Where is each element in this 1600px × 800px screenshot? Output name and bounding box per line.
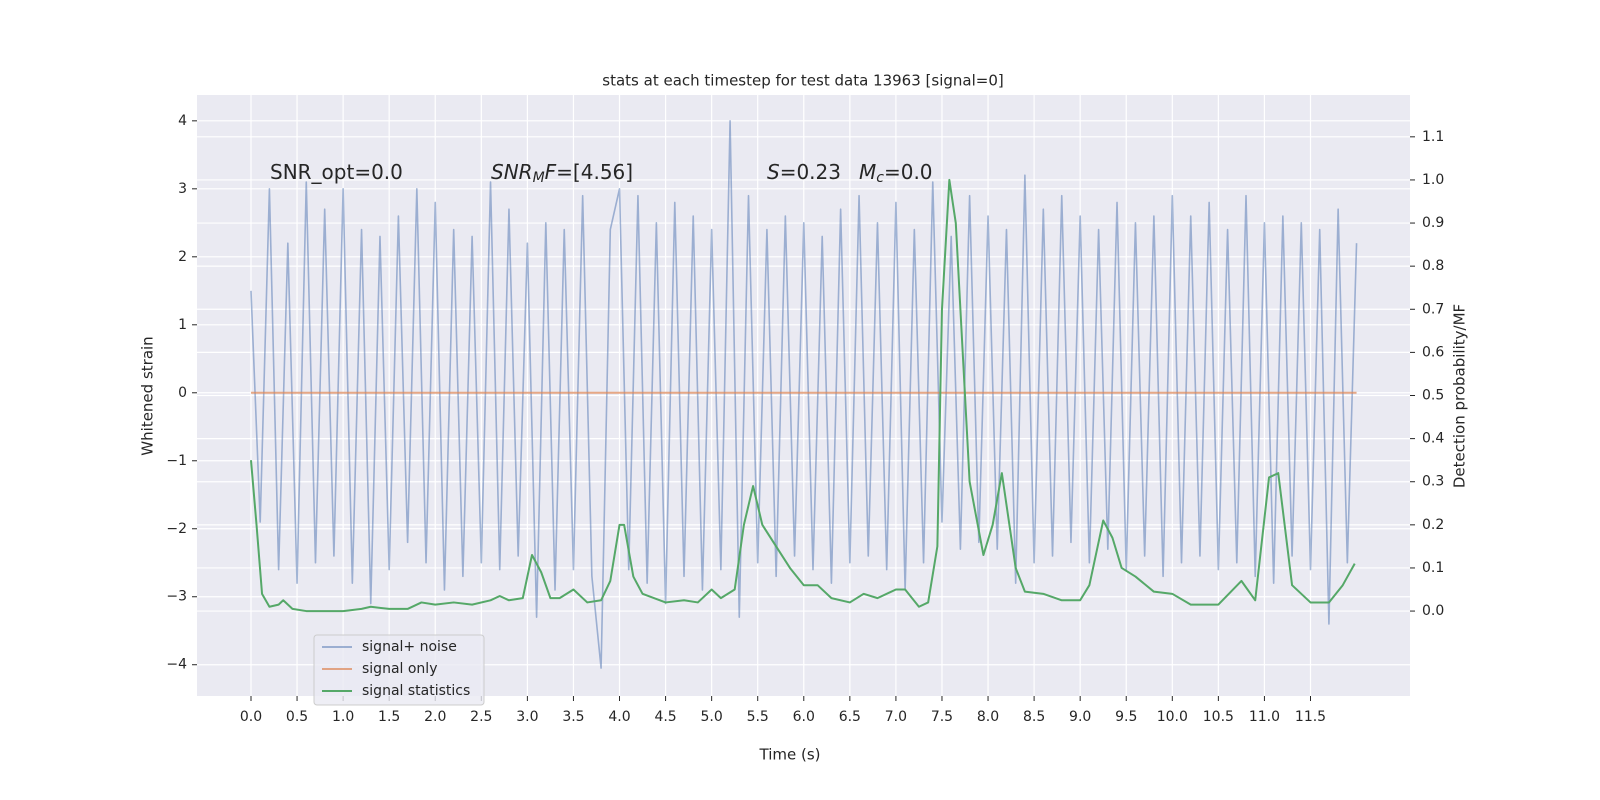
x-tick-label: 9.5 xyxy=(1115,709,1137,725)
y2-tick-label: 0.7 xyxy=(1422,301,1444,317)
y-axis-label: Whitened strain xyxy=(139,336,157,455)
annotation-part: M xyxy=(533,170,545,186)
y-tick-label: 2 xyxy=(178,249,187,265)
y2-tick-label: 0.0 xyxy=(1422,603,1444,619)
y-tick-label: 1 xyxy=(178,317,187,333)
y2-tick-label: 0.9 xyxy=(1422,215,1444,231)
y2-tick-label: 0.2 xyxy=(1422,517,1444,533)
annotation-part: F xyxy=(545,160,557,184)
x-tick-label: 11.5 xyxy=(1295,709,1326,725)
x-tick-label: 6.5 xyxy=(839,709,861,725)
annotation-part: =[4.56] xyxy=(556,160,633,184)
annotation-part: M xyxy=(859,160,876,184)
y-tick-label: 4 xyxy=(178,113,187,129)
y-tick-label: −3 xyxy=(166,589,187,605)
y2-tick-label: 0.4 xyxy=(1422,431,1444,447)
legend-label: signal statistics xyxy=(362,683,470,699)
x-tick-label: 3.5 xyxy=(562,709,584,725)
x-tick-label: 7.5 xyxy=(931,709,953,725)
annotation-part: c xyxy=(876,170,884,186)
y2-tick-label: 0.1 xyxy=(1422,560,1444,576)
y-tick-label: 3 xyxy=(178,181,187,197)
y-tick-label: 0 xyxy=(178,385,187,401)
x-tick-label: 4.5 xyxy=(654,709,676,725)
y-tick-label: −4 xyxy=(166,657,187,673)
annotation-part: S xyxy=(767,160,780,184)
x-tick-label: 2.5 xyxy=(470,709,492,725)
x-tick-label: 7.0 xyxy=(885,709,907,725)
legend-label: signal only xyxy=(362,661,437,677)
annotation: Mc=0.0 xyxy=(859,160,933,187)
annotation-part: =0.0 xyxy=(884,160,933,184)
x-tick-label: 2.0 xyxy=(424,709,446,725)
y-tick-label: −2 xyxy=(166,521,187,537)
series-line xyxy=(249,178,1356,613)
legend-label: signal+ noise xyxy=(362,639,457,655)
x-tick-label: 4.0 xyxy=(608,709,630,725)
x-tick-label: 5.0 xyxy=(701,709,723,725)
y2-tick-label: 1.0 xyxy=(1422,172,1444,188)
annotation-part: SNR_opt=0.0 xyxy=(270,160,403,184)
x-tick-label: 8.5 xyxy=(1023,709,1045,725)
x-tick-label: 0.5 xyxy=(286,709,308,725)
annotation-part: SNR xyxy=(491,160,533,184)
x-tick-label: 11.0 xyxy=(1249,709,1280,725)
annotation: S=0.23 xyxy=(767,160,841,184)
annotation: SNRMF=[4.56] xyxy=(491,160,633,187)
x-tick-label: 1.0 xyxy=(332,709,354,725)
y2-tick-label: 0.3 xyxy=(1422,474,1444,490)
x-axis-label: Time (s) xyxy=(759,746,821,764)
x-tick-label: 3.0 xyxy=(516,709,538,725)
x-tick-label: 9.0 xyxy=(1069,709,1091,725)
x-tick-label: 0.0 xyxy=(240,709,262,725)
y2-tick-label: 0.8 xyxy=(1422,258,1444,274)
x-tick-label: 1.5 xyxy=(378,709,400,725)
annotation-part: =0.23 xyxy=(780,160,841,184)
chart-title: stats at each timestep for test data 139… xyxy=(602,72,1003,90)
x-tick-label: 8.0 xyxy=(977,709,999,725)
annotation: SNR_opt=0.0 xyxy=(270,160,403,184)
x-tick-label: 10.0 xyxy=(1157,709,1188,725)
y2-tick-label: 0.6 xyxy=(1422,344,1444,360)
legend-box xyxy=(313,634,485,706)
y-tick-label: −1 xyxy=(166,453,187,469)
x-tick-label: 10.5 xyxy=(1203,709,1234,725)
series-line xyxy=(250,120,1358,669)
y2-axis-label: Detection probability/MF xyxy=(1451,304,1469,488)
y2-tick-label: 1.1 xyxy=(1422,129,1444,145)
x-tick-label: 5.5 xyxy=(747,709,769,725)
x-tick-label: 6.0 xyxy=(793,709,815,725)
y2-tick-label: 0.5 xyxy=(1422,388,1444,404)
